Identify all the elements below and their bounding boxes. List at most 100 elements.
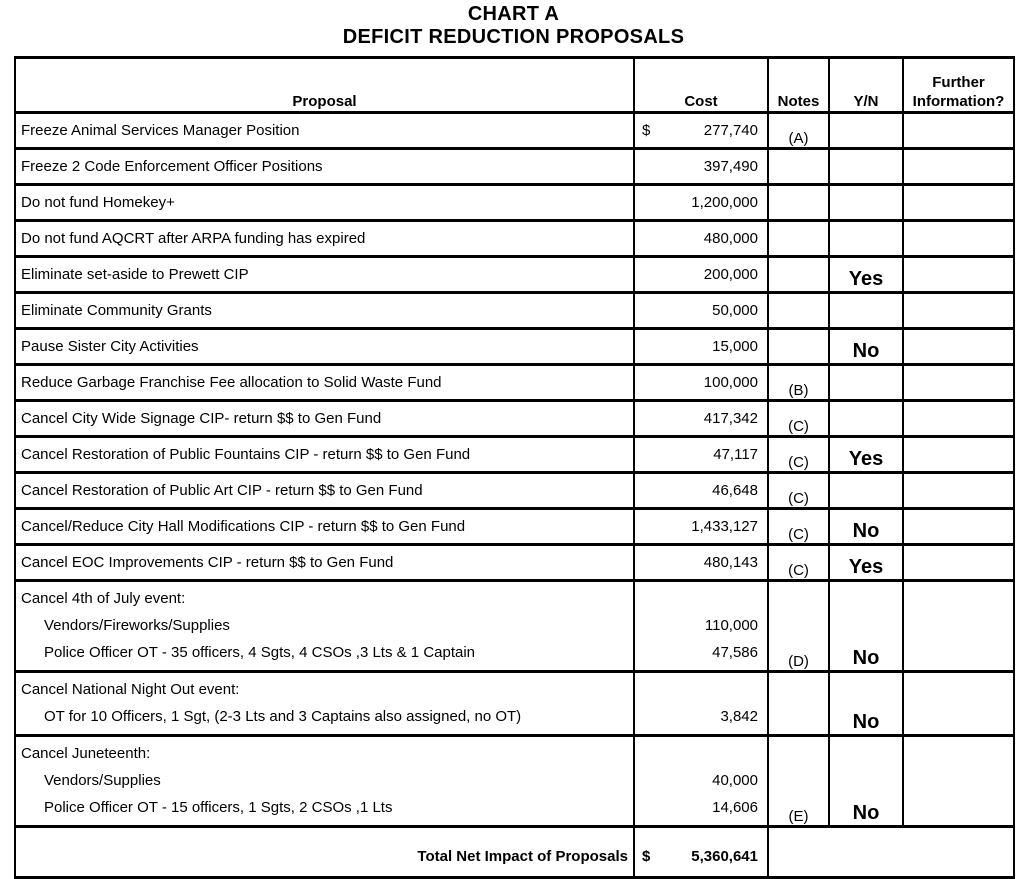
cost-line: 15,000	[636, 333, 766, 362]
proposal-text: Cancel National Night Out event:	[21, 681, 240, 698]
cost-value: 50,000	[712, 302, 758, 319]
proposal-text: Police Officer OT - 35 officers, 4 Sgts,…	[44, 644, 476, 661]
cost-value: 417,342	[703, 410, 758, 427]
note-cell	[767, 183, 830, 222]
proposal-text: Eliminate set-aside to Prewett CIP	[21, 266, 249, 283]
chart-title: CHART A DEFICIT REDUCTION PROPOSALS	[14, 3, 1013, 49]
yn-cell	[828, 291, 904, 330]
further-information-cell	[902, 363, 1015, 402]
proposal-text: OT for 10 Officers, 1 Sgt, (2-3 Lts and …	[44, 708, 522, 725]
cost-line: 3,842	[636, 703, 766, 730]
proposals-table: Proposal Cost Notes Y/N Further Informat…	[14, 56, 1015, 879]
note-cell: (C)	[767, 435, 830, 474]
table-row: Freeze 2 Code Enforcement Officer Positi…	[14, 147, 1015, 186]
cost-line: $277,740	[636, 117, 766, 146]
proposal-text: Cancel City Wide Signage CIP- return $$ …	[21, 410, 382, 427]
yn-cell	[828, 183, 904, 222]
table-row: Cancel National Night Out event: OT for 1…	[14, 670, 1015, 737]
further-information-cell	[902, 327, 1015, 366]
table-row: Do not fund Homekey+ 1,200,000	[14, 183, 1015, 222]
proposal-text: Cancel 4th of July event:	[21, 590, 186, 607]
proposal-text: Cancel Restoration of Public Art CIP - r…	[21, 482, 423, 499]
cost-line: 14,606	[636, 794, 766, 821]
cost-value: 47,586	[712, 644, 758, 661]
cost-value: 1,433,127	[691, 518, 758, 535]
cost-line: 47,117	[636, 441, 766, 470]
proposal-cell: Do not fund AQCRT after ARPA funding has…	[14, 219, 635, 258]
yn-cell: No	[828, 327, 904, 366]
cost-line: 480,143	[636, 549, 766, 578]
yn-cell: Yes	[828, 435, 904, 474]
proposal-text: Pause Sister City Activities	[21, 338, 199, 355]
cost-value: 480,143	[703, 554, 758, 571]
proposal-text: Cancel/Reduce City Hall Modifications CI…	[21, 518, 466, 535]
proposal-cell: Cancel 4th of July event: Vendors/Firewor…	[14, 579, 635, 673]
proposal-cell: Cancel EOC Improvements CIP - return $$ …	[14, 543, 635, 582]
cost-cell: 110,000 47,586	[633, 579, 769, 673]
proposal-text: Police Officer OT - 15 officers, 1 Sgts,…	[44, 799, 393, 816]
further-information-cell	[902, 670, 1015, 737]
table-body: Freeze Animal Services Manager Position $…	[14, 111, 1015, 828]
yn-cell	[828, 363, 904, 402]
yn-cell	[828, 471, 904, 510]
cost-value: 15,000	[712, 338, 758, 355]
cost-line: 100,000	[636, 369, 766, 398]
cost-line: 110,000	[636, 612, 766, 639]
note-cell: (C)	[767, 543, 830, 582]
cost-cell: 46,648	[633, 471, 769, 510]
note-cell	[767, 147, 830, 186]
cost-cell: 480,143	[633, 543, 769, 582]
further-information-cell	[902, 399, 1015, 438]
cost-line	[636, 676, 766, 703]
table-row: Cancel Juneteenth: Vendors/Supplies Police…	[14, 734, 1015, 828]
table-row: Cancel Restoration of Public Art CIP - r…	[14, 471, 1015, 510]
cost-value: 47,117	[713, 446, 758, 463]
note-cell: (E)	[767, 734, 830, 828]
cost-line: 50,000	[636, 297, 766, 326]
further-information-cell	[902, 543, 1015, 582]
further-information-cell	[902, 507, 1015, 546]
scanned-document-page: CHART A DEFICIT REDUCTION PROPOSALS Prop…	[14, 3, 1015, 879]
cost-line	[636, 740, 766, 767]
cost-cell: 1,200,000	[633, 183, 769, 222]
column-header-yn: Y/N	[828, 56, 904, 114]
chart-title-line1: CHART A	[467, 3, 560, 25]
proposal-cell: Cancel National Night Out event: OT for 1…	[14, 670, 635, 737]
further-information-cell	[902, 255, 1015, 294]
total-cost-value: 5,360,641	[691, 848, 758, 865]
table-row: Do not fund AQCRT after ARPA funding has…	[14, 219, 1015, 258]
table-row: Eliminate Community Grants 50,000	[14, 291, 1015, 330]
cost-cell: 47,117	[633, 435, 769, 474]
cost-value: 480,000	[703, 230, 758, 247]
dollar-sign: $	[642, 122, 651, 139]
note-cell	[767, 327, 830, 366]
yn-cell	[828, 111, 904, 150]
yn-cell: No	[828, 507, 904, 546]
proposal-text: Reduce Garbage Franchise Fee allocation …	[21, 374, 442, 391]
note-cell: (A)	[767, 111, 830, 150]
cost-cell: 397,490	[633, 147, 769, 186]
yn-cell: Yes	[828, 255, 904, 294]
table-row: Cancel Restoration of Public Fountains C…	[14, 435, 1015, 474]
further-information-cell	[902, 471, 1015, 510]
note-cell: (C)	[767, 399, 830, 438]
chart-title-line2: DEFICIT REDUCTION PROPOSALS	[342, 26, 685, 48]
cost-cell: 15,000	[633, 327, 769, 366]
cost-value: 40,000	[712, 772, 758, 789]
column-header-further-information: Further Information?	[902, 56, 1015, 114]
proposal-text: Cancel Restoration of Public Fountains C…	[21, 446, 471, 463]
proposal-text: Cancel EOC Improvements CIP - return $$ …	[21, 554, 394, 571]
yn-cell	[828, 147, 904, 186]
cost-line: 397,490	[636, 153, 766, 182]
cost-value: 397,490	[703, 158, 758, 175]
proposal-text: Freeze Animal Services Manager Position	[21, 122, 300, 139]
further-information-cell	[902, 734, 1015, 828]
proposal-cell: Cancel Juneteenth: Vendors/Supplies Police…	[14, 734, 635, 828]
cost-cell: 480,000	[633, 219, 769, 258]
cost-cell: 3,842	[633, 670, 769, 737]
proposal-cell: Cancel/Reduce City Hall Modifications CI…	[14, 507, 635, 546]
yn-cell: Yes	[828, 543, 904, 582]
cost-line: 200,000	[636, 261, 766, 290]
proposal-text: Do not fund Homekey+	[21, 194, 175, 211]
proposal-cell: Freeze 2 Code Enforcement Officer Positi…	[14, 147, 635, 186]
